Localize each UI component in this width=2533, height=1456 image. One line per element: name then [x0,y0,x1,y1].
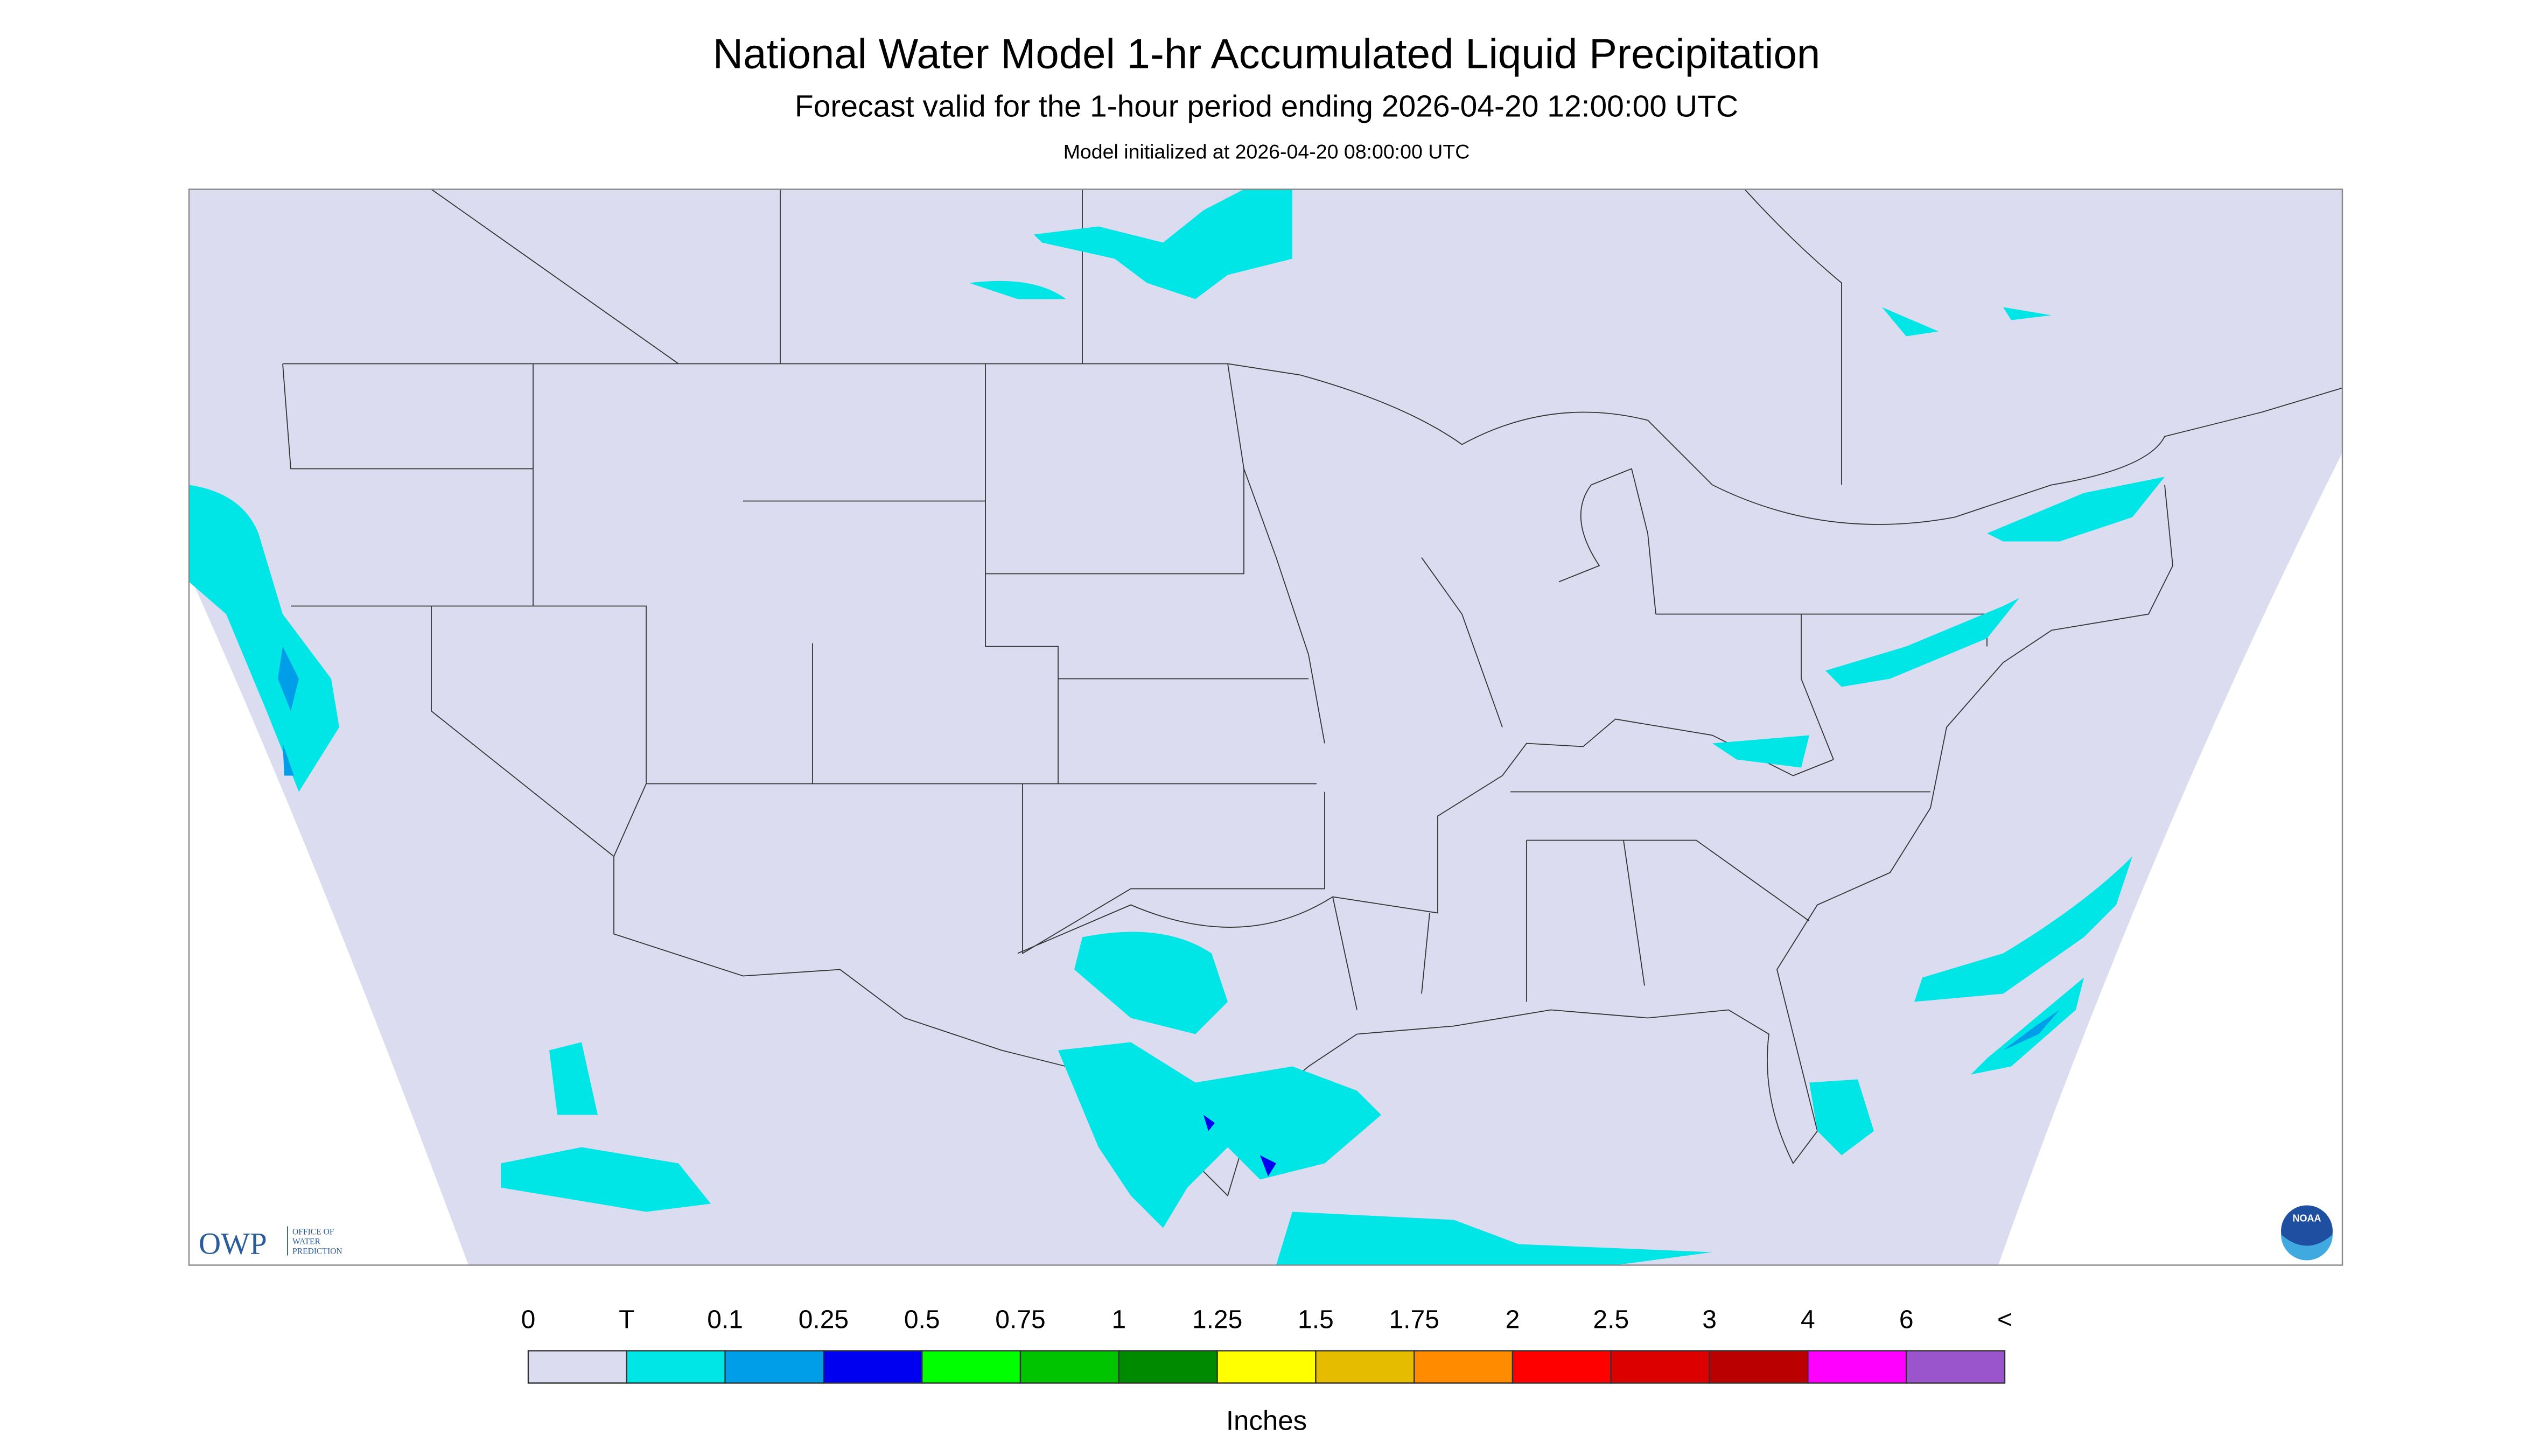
map: OWP OFFICE OF WATER PREDICTION NOAA [188,188,2343,1266]
legend-label: 0.1 [707,1306,743,1334]
legend-label: 1.25 [1192,1306,1242,1334]
map-frame [188,188,2343,1266]
title: National Water Model 1-hr Accumulated Li… [713,30,1821,78]
legend-swatch [1512,1350,1612,1384]
legend-swatch [1807,1350,1907,1384]
legend-label: 3 [1702,1306,1717,1334]
legend-swatch [1216,1350,1317,1384]
owp-name: OWP [199,1227,267,1261]
legend-label: 0.25 [799,1306,849,1334]
owp-line: WATER [292,1237,321,1247]
boundaries [282,188,2343,1197]
subtitle: Forecast valid for the 1-hour period end… [795,89,1738,124]
legend-swatch [724,1350,824,1384]
legend-swatch [1905,1350,2006,1384]
legend-label: < [1997,1306,2012,1334]
owp-line: PREDICTION [292,1247,342,1256]
precipitation [189,189,2165,1265]
legend-swatch [527,1350,628,1384]
legend-label: 1.75 [1389,1306,1439,1334]
legend-label: 0.5 [904,1306,940,1334]
legend-swatch [1019,1350,1120,1384]
legend-swatch [1709,1350,1809,1384]
legend-swatch [1315,1350,1415,1384]
legend-label: 0.75 [995,1306,1045,1334]
owp-line: OFFICE OF [292,1228,334,1237]
legend-label: 4 [1801,1306,1815,1334]
owp-logo: OWP OFFICE OF WATER PREDICTION [199,1226,342,1261]
legend-label: T [619,1306,634,1334]
legend-swatch [921,1350,1021,1384]
legend-label: 1 [1111,1306,1126,1334]
legend-swatch [1610,1350,1710,1384]
legend-label: 0 [521,1306,536,1334]
legend-swatch [626,1350,726,1384]
legend-swatch [1414,1350,1514,1384]
legend-label: 6 [1899,1306,1914,1334]
noaa-wave [2281,1234,2333,1261]
legend: 0 T 0.1 0.25 0.5 0.75 1 1.25 1.5 1.75 2 2.5 3 4 6 < [521,1306,2012,1384]
init-time: Model initialized at 2026-04-20 08:00:00… [1063,141,1470,163]
legend-label: 1.5 [1298,1306,1334,1334]
legend-label: 2.5 [1593,1306,1629,1334]
noaa-logo: NOAA [2281,1205,2333,1261]
legend-unit: Inches [1226,1405,1307,1436]
legend-swatch [1118,1350,1218,1384]
legend-swatch [823,1350,923,1384]
legend-label: 2 [1506,1306,1520,1334]
noaa-text: NOAA [2293,1213,2321,1224]
map-domain [189,189,2342,1265]
